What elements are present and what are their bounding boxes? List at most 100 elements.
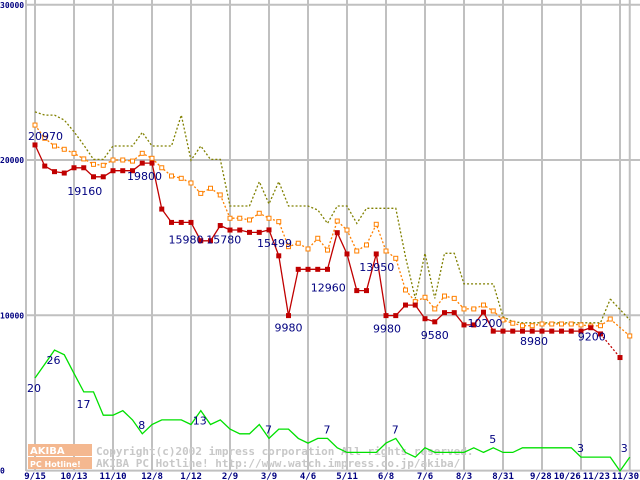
data-point-average [110, 157, 116, 163]
data-point-low [130, 168, 135, 174]
data-point-low [325, 266, 330, 272]
data-point-average [568, 321, 574, 327]
data-point-average [100, 162, 106, 168]
data-point-average [286, 244, 291, 250]
data-point-average [120, 157, 126, 163]
data-point-low [412, 302, 418, 308]
x-tick-label: 4/6 [300, 472, 316, 480]
data-point-low [373, 251, 379, 257]
data-point-low [256, 229, 262, 235]
series-gap-high [609, 298, 631, 321]
x-tick-label: 12/8 [141, 472, 163, 480]
data-point-low [578, 328, 584, 334]
series-gap-low [599, 333, 621, 358]
data-point-low [383, 313, 389, 319]
data-point-average [276, 219, 282, 225]
data-point-average [520, 323, 525, 329]
watermark: AKIBA PC Hotline! Copyright(c)2002 impre… [28, 444, 474, 470]
data-point-low [539, 328, 545, 334]
data-point-average [169, 173, 174, 179]
x-tick-label: 7/6 [417, 472, 433, 480]
data-point-low [91, 174, 96, 180]
data-point-average [266, 215, 272, 221]
data-point-low [42, 163, 48, 169]
data-point-low [159, 206, 165, 212]
data-point-low [61, 170, 67, 176]
x-tick-label: 10/13 [61, 472, 88, 480]
data-point-average [471, 306, 477, 312]
data-point-low [344, 251, 350, 257]
data-point-average [354, 248, 360, 254]
data-point-low [100, 174, 106, 180]
data-point-average [256, 210, 262, 216]
data-point-low [149, 160, 155, 166]
data-point-low [442, 310, 447, 316]
data-point-low [110, 168, 116, 174]
data-point-average [52, 143, 57, 149]
data-label-low: 15780 [206, 234, 241, 247]
data-point-average [315, 235, 321, 241]
data-label-low: 10200 [468, 317, 503, 330]
data-point-average [305, 246, 311, 252]
data-label-shops: 5 [489, 433, 496, 446]
data-point-average [598, 323, 603, 329]
data-point-average [578, 322, 584, 328]
data-point-low [588, 325, 594, 331]
data-label-shops: 3 [621, 442, 628, 455]
x-tick-label: 11/30 [612, 472, 639, 480]
data-point-average [237, 215, 243, 221]
data-label-low: 9200 [578, 331, 606, 344]
data-point-average [461, 306, 467, 312]
data-label-shops: 7 [324, 423, 331, 436]
data-point-low [364, 288, 369, 294]
x-tick-label: 9/28 [530, 472, 552, 480]
series-shops [34, 349, 631, 473]
data-label-shops: 8 [138, 419, 145, 432]
data-point-average [373, 221, 379, 227]
data-point-low [393, 313, 399, 319]
data-point-average [208, 185, 213, 191]
data-point-low [178, 219, 184, 225]
data-point-average [149, 155, 155, 161]
data-point-average [247, 217, 252, 223]
x-tick-label: 3/9 [261, 472, 277, 480]
data-point-average [383, 248, 389, 254]
x-tick-label: 5/11 [336, 472, 358, 480]
series-line-shops [34, 349, 631, 473]
data-point-low [520, 328, 525, 334]
data-label-low: 9980 [275, 322, 303, 335]
data-label-shops: 7 [265, 423, 272, 436]
data-point-average [32, 122, 38, 128]
data-point-low [598, 331, 603, 337]
data-point-average [325, 247, 330, 253]
y-tick-label: 20000 [0, 156, 24, 165]
data-point-average [432, 306, 438, 312]
data-point-low [617, 355, 623, 361]
logo-top-box [28, 444, 92, 456]
data-point-average [500, 317, 506, 323]
data-point-average [549, 321, 555, 327]
data-point-low [471, 322, 477, 328]
data-label-shops: 20 [27, 382, 41, 395]
data-label-shops: 26 [47, 354, 61, 367]
data-point-average [403, 287, 408, 293]
labels-layer: 20970 19160 19800 15980 15780 15499 9980 12960 1… [27, 0, 640, 455]
x-tick-label: 1/12 [180, 472, 202, 480]
data-point-average [393, 255, 399, 261]
data-label-shops: 3 [577, 442, 584, 455]
data-point-average [451, 295, 457, 301]
data-point-average [217, 192, 223, 198]
data-point-average [364, 242, 369, 248]
data-point-low [81, 165, 87, 171]
data-point-low [71, 165, 77, 171]
data-label-low: 19160 [67, 185, 102, 198]
data-label-low: 12960 [311, 281, 346, 294]
data-point-average [130, 158, 135, 164]
data-label-low: 20970 [28, 130, 63, 143]
y-tick-label: 0 [0, 467, 5, 476]
data-point-low [266, 227, 272, 233]
data-point-low [422, 316, 428, 322]
data-point-average [442, 293, 447, 299]
data-point-low [276, 253, 282, 259]
data-point-low [568, 328, 574, 334]
